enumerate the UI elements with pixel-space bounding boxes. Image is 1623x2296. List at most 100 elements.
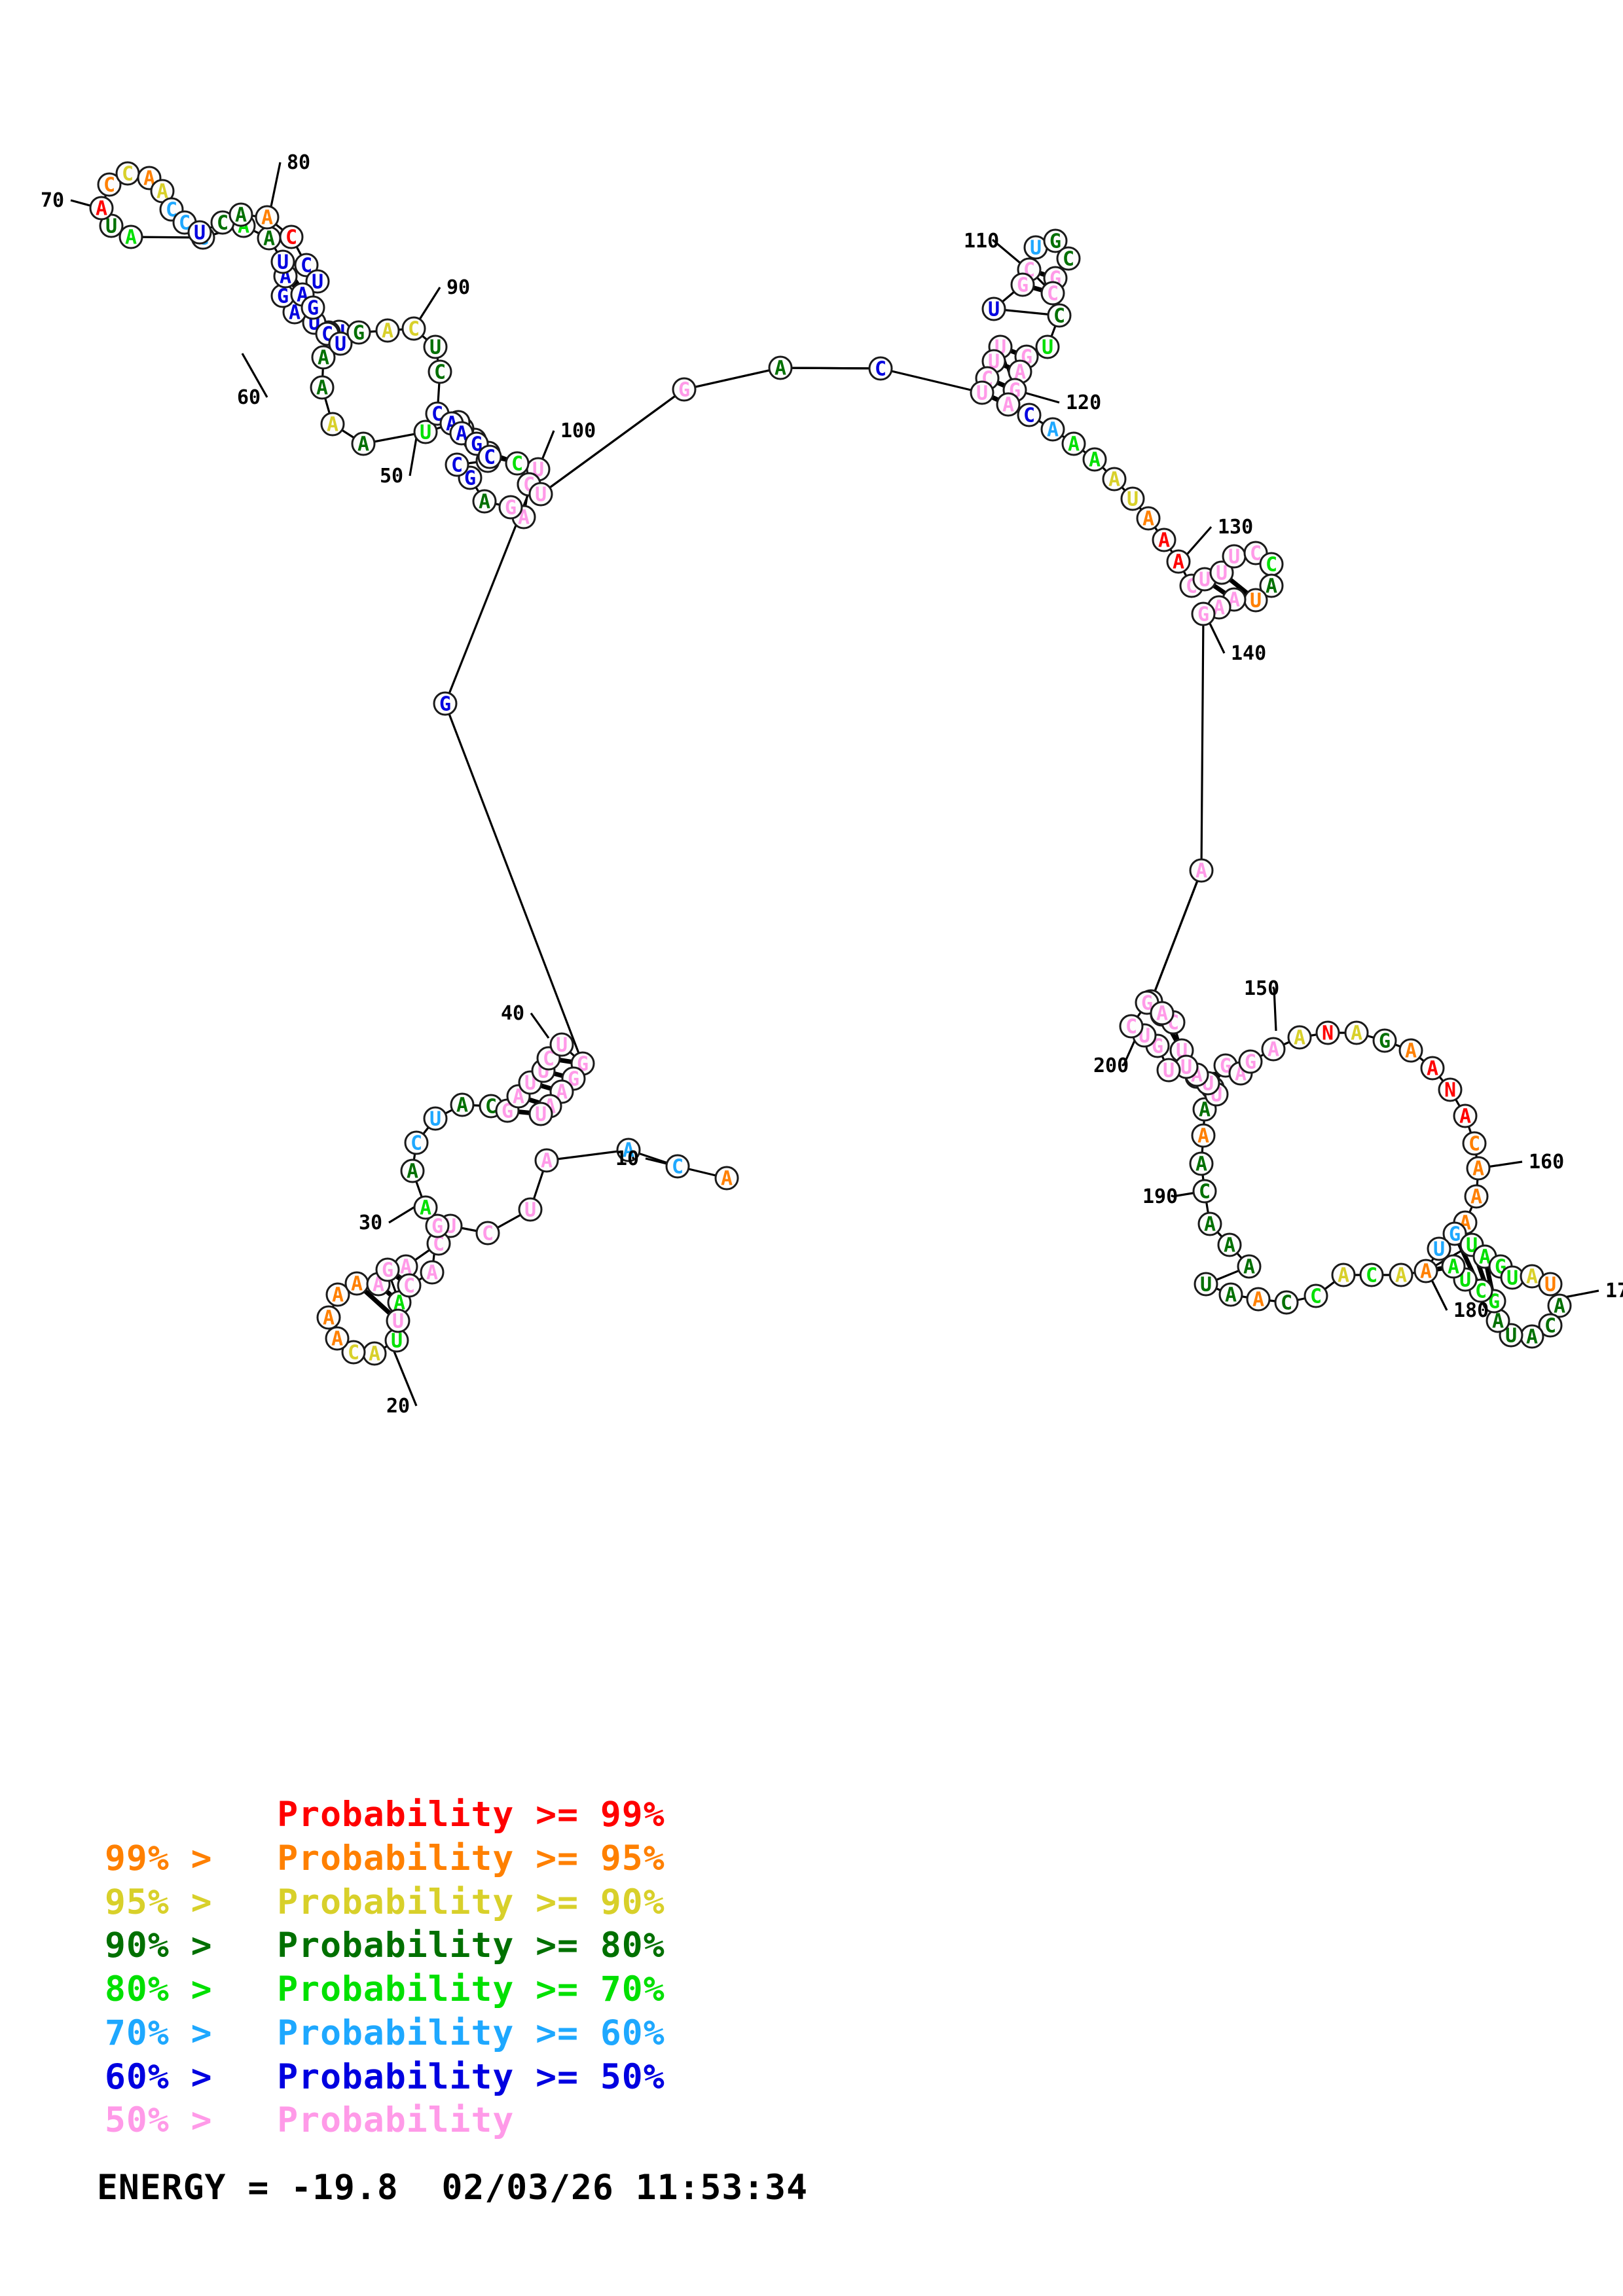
rna-base-node: A — [1466, 1156, 1491, 1181]
rna-base-node: C — [1017, 403, 1042, 427]
rna-base-node: C — [426, 1231, 451, 1256]
legend-row-90: 95% > Probability >= 90% — [105, 1882, 665, 1922]
base-letter: A — [426, 1262, 438, 1285]
base-letter: A — [261, 207, 273, 230]
base-circle — [1259, 573, 1284, 598]
sequence-index-label: 160 — [1529, 1151, 1564, 1174]
backbone-segment — [545, 1149, 630, 1162]
base-letter: A — [623, 1139, 634, 1162]
rna-base-node: C — [1243, 541, 1268, 565]
base-circle — [1413, 1259, 1438, 1283]
base-circle — [1246, 1287, 1271, 1312]
base-letter: A — [332, 1284, 344, 1307]
rna-base-node: C — [1040, 281, 1065, 306]
rna-base-node: N — [1438, 1077, 1463, 1102]
base-circle — [1217, 1232, 1242, 1257]
rna-base-node: A — [1217, 1232, 1242, 1257]
base-circle — [346, 320, 371, 345]
base-circle — [1061, 431, 1086, 456]
base-letter: A — [1108, 469, 1120, 492]
rna-structure-diagram: ACAAUCUCAUACAAAAAGAUCAGAACUACGAUUCUGGAAU… — [41, 151, 1623, 1418]
base-letter: C — [1125, 1016, 1137, 1039]
base-circle — [1538, 1313, 1563, 1338]
base-letter: G — [307, 297, 319, 320]
base-letter: A — [456, 423, 467, 446]
rna-base-node: G — [425, 1213, 450, 1238]
rna-base-node: N — [1315, 1020, 1340, 1045]
base-circle — [1152, 528, 1176, 552]
base-circle — [301, 295, 325, 320]
base-letter: A — [1068, 433, 1080, 456]
base-circle — [397, 1273, 422, 1298]
base-circle — [475, 1221, 500, 1246]
base-letter: A — [263, 228, 275, 251]
rna-base-node: A — [1166, 549, 1191, 574]
base-circle — [1043, 228, 1068, 253]
base-letter: C — [543, 1048, 555, 1071]
base-circle — [1136, 506, 1161, 531]
base-letter: G — [1449, 1223, 1461, 1246]
rna-base-node: C — [505, 451, 530, 476]
base-circle — [1427, 1236, 1451, 1261]
base-circle — [1466, 1156, 1491, 1181]
base-circle — [1315, 1020, 1340, 1045]
rna-base-node: A — [1102, 467, 1127, 492]
rna-base-node: U — [413, 420, 438, 444]
rna-base-node: A — [393, 1254, 418, 1279]
base-circle — [401, 316, 426, 341]
base-letter: C — [433, 1233, 445, 1256]
base-circle — [1464, 1184, 1489, 1209]
rna-base-node: A — [1441, 1254, 1466, 1279]
sequence-index-label: 20 — [386, 1395, 410, 1418]
base-circle — [1035, 334, 1060, 359]
rna-base-node: G — [1238, 1049, 1263, 1074]
sequence-index-label: 50 — [380, 465, 403, 488]
rna-base-node: C — [294, 253, 319, 278]
base-letter: A — [1266, 575, 1277, 598]
base-circle — [97, 172, 122, 197]
base-letter: A — [316, 377, 328, 400]
base-letter: U — [391, 1330, 403, 1353]
base-letter: A — [289, 302, 301, 325]
base-circle — [89, 196, 114, 221]
base-letter: U — [524, 1072, 536, 1095]
base-circle — [375, 318, 400, 343]
base-circle — [1194, 1272, 1218, 1297]
rna-base-node: C — [475, 1221, 500, 1246]
base-circle — [1082, 447, 1107, 472]
base-letter: U — [1433, 1238, 1445, 1261]
rna-base-node: U — [423, 1106, 448, 1131]
rna-base-node: A — [1259, 573, 1284, 598]
base-letter: A — [1554, 1295, 1565, 1318]
base-letter: A — [1199, 1099, 1211, 1122]
base-circle — [1274, 1290, 1299, 1315]
base-letter: A — [1427, 1058, 1438, 1081]
base-circle — [665, 1154, 690, 1179]
base-letter: C — [1063, 248, 1074, 271]
base-letter: A — [1420, 1261, 1432, 1283]
base-circle — [1442, 1221, 1467, 1246]
rna-base-node: A — [400, 1158, 425, 1183]
rna-base-node: C — [1462, 1131, 1487, 1156]
base-letter: A — [369, 1343, 380, 1366]
base-circle — [1102, 467, 1127, 492]
backbone-connector — [1150, 869, 1203, 1003]
base-circle — [375, 1257, 400, 1282]
index-leader-line — [392, 1348, 418, 1407]
base-circle — [325, 1282, 350, 1307]
base-letter: A — [1204, 1213, 1216, 1236]
base-circle — [1040, 417, 1065, 442]
base-letter: A — [318, 347, 329, 370]
base-letter: A — [1252, 1289, 1264, 1312]
base-letter: C — [482, 1223, 494, 1246]
base-circle — [1372, 1028, 1397, 1053]
index-label-layer: 10 20 30 40 50 60 70 80 90 100 110 120 130 140 150 160 1… — [41, 151, 1623, 1418]
base-circle — [1189, 1151, 1214, 1176]
sequence-index-label: 17 — [1605, 1280, 1623, 1302]
rna-base-node: G — [1043, 228, 1068, 253]
rna-base-node: C — [477, 444, 502, 469]
base-letter: C — [1366, 1265, 1377, 1287]
rna-base-node: A — [1150, 1001, 1175, 1026]
rna-base-node: A — [420, 1260, 445, 1285]
base-letter: A — [1243, 1256, 1255, 1279]
